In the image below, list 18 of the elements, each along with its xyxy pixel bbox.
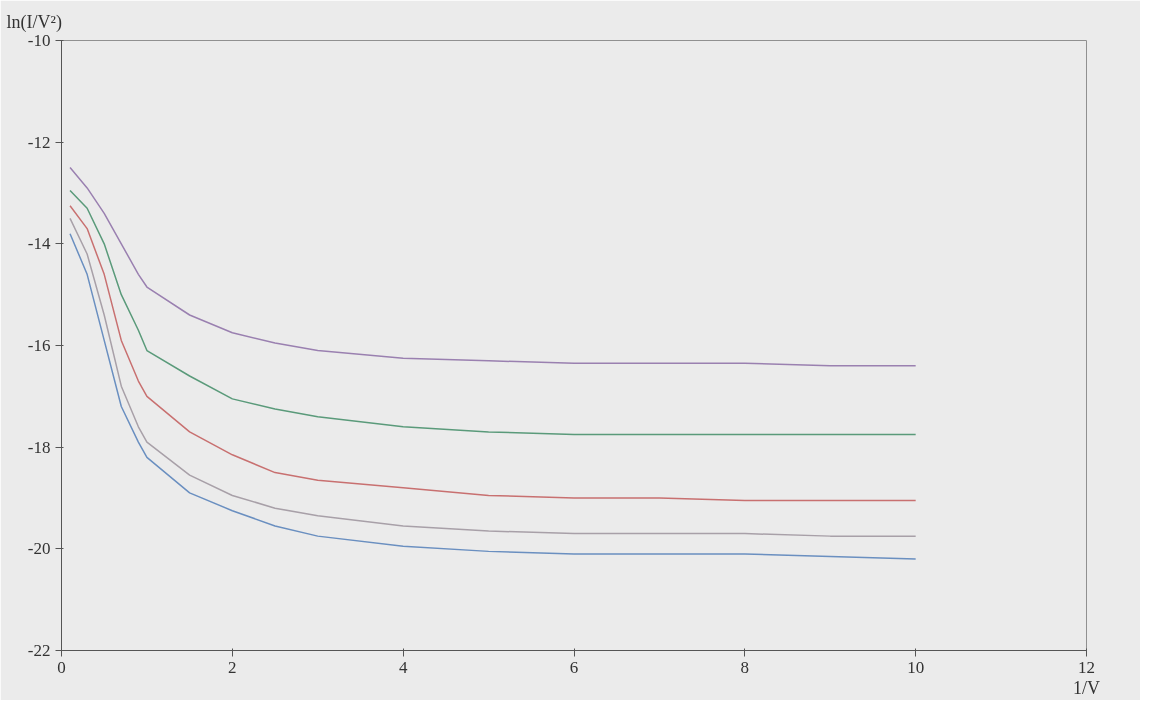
line-series — [69, 166, 917, 367]
y-tick-label: -14 — [27, 234, 51, 254]
x-tick-label: 0 — [57, 657, 66, 677]
x-tick-label: 2 — [228, 657, 237, 677]
x-tick-label: 6 — [569, 657, 579, 677]
x-tick-label: 8 — [740, 657, 750, 677]
y-tick-label: -22 — [27, 641, 51, 660]
y-axis-title: ln(I/V²) — [6, 11, 62, 33]
y-tick-label: -18 — [27, 437, 51, 457]
x-tick-label: 12 — [1078, 657, 1095, 677]
line-series — [69, 189, 917, 436]
y-tick-label: -12 — [27, 132, 51, 152]
y-tick-label: -16 — [27, 336, 51, 355]
y-tick-label: -20 — [27, 539, 51, 559]
x-tick-label: 4 — [398, 657, 408, 677]
y-tick-label: -10 — [27, 31, 51, 50]
x-tick-label: 10 — [907, 657, 925, 677]
x-axis-title: 1/V — [1073, 677, 1100, 698]
